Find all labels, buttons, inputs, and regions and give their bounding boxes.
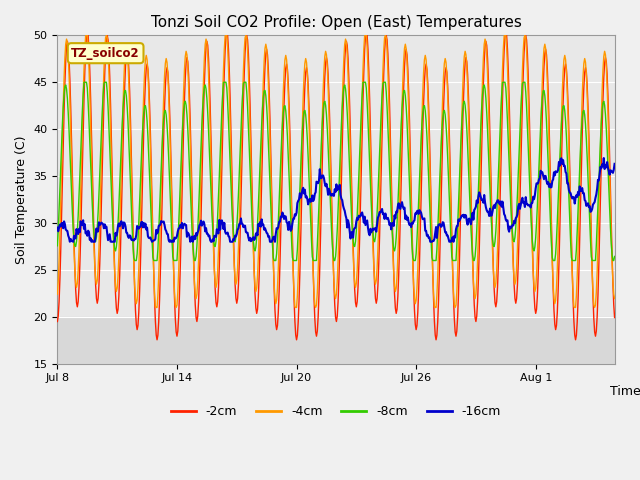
Text: TZ_soilco2: TZ_soilco2 — [71, 47, 140, 60]
Legend: -2cm, -4cm, -8cm, -16cm: -2cm, -4cm, -8cm, -16cm — [166, 400, 506, 423]
X-axis label: Time: Time — [611, 385, 640, 398]
Bar — [58, 317, 614, 364]
Title: Tonzi Soil CO2 Profile: Open (East) Temperatures: Tonzi Soil CO2 Profile: Open (East) Temp… — [150, 15, 522, 30]
Y-axis label: Soil Temperature (C): Soil Temperature (C) — [15, 135, 28, 264]
